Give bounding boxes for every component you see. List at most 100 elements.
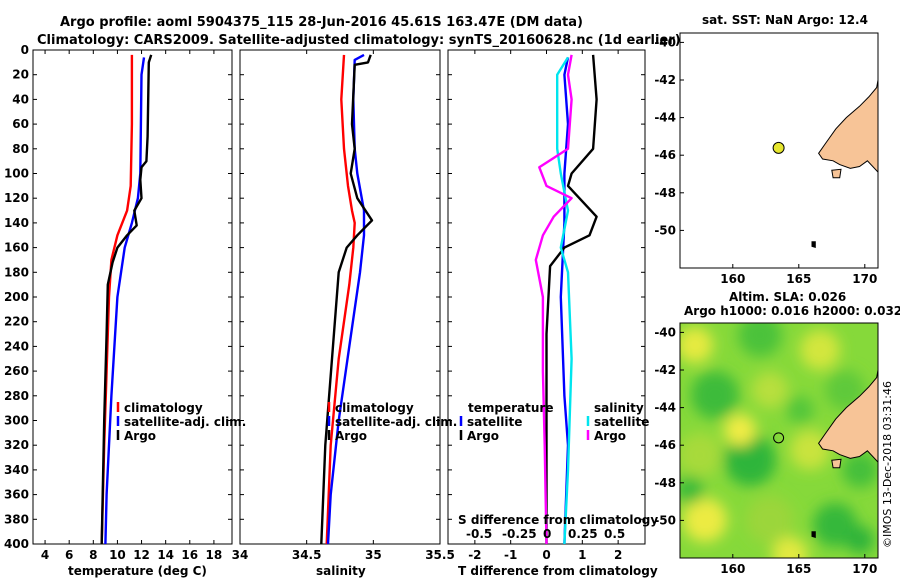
lon-tick-label: 170 [852,272,877,286]
lon-tick-label: 170 [852,562,877,576]
x-tick-label: 35.5 [425,548,455,562]
title-line-2: Climatology: CARS2009. Satellite-adjuste… [37,33,681,48]
y-tick-label: 180 [4,265,29,279]
s-tick-label: -0.25 [502,527,537,541]
argo-position-marker [773,432,785,444]
difference-panel: -2 -1 0 1 2 [447,49,646,562]
title-line-1: Argo profile: aoml 5904375_115 28-Jun-20… [60,15,583,30]
y-tick-label: 60 [12,117,29,131]
legend-label-argo: Argo [124,429,156,443]
salinity-panel: 34 34.5 35 35.5 [232,49,455,562]
land-stewart-island [831,458,842,469]
lat-tick-label: -40 [654,35,676,49]
series-line-s-satellite [556,56,573,545]
x-tick-label: 18 [206,548,223,562]
temperature-panel: 0 20 40 60 80 100 120 140 160 180 200 220 240 260 280 3… [4,43,233,562]
lat-tick-label: -48 [654,476,676,490]
land-stewart-island [831,168,842,179]
lat-tick-label: -50 [654,513,676,527]
difference-axis-label: T difference from climatology [458,564,658,578]
x-tick-label: 34 [232,548,249,562]
lat-tick-label: -48 [654,186,676,200]
sla-map-title-line-2: Argo h1000: 0.016 h2000: 0.032 [684,304,900,318]
y-tick-label: 280 [4,389,29,403]
map-frame [679,322,879,559]
y-tick-label: 200 [4,290,29,304]
difference-legend: temperature satellite Argo salinity sate… [459,401,649,443]
legend-label-climatology: climatology [124,401,203,415]
sla-map-title-line-1: Altim. SLA: 0.026 [729,290,846,304]
series-line-s-argo [534,54,573,545]
sst-map: 160 165 170 -40 -42 -44 -46 -48 -50 [654,32,879,286]
x-tick-label: 2 [614,548,622,562]
x-tick-label: 8 [89,548,97,562]
y-tick-label: 40 [12,92,29,106]
x-tick-label: 6 [65,548,73,562]
legend-label-satellite: satellite-adj. clim. [124,415,246,429]
s-difference-axis: S difference from climatology -0.5 -0.25… [458,513,658,541]
salinity-legend: climatology satellite-adj. clim. Argo [327,401,457,443]
s-difference-axis-label: S difference from climatology [458,513,658,527]
sla-map: 160 165 170 -40 -42 -44 -46 -48 -50 [654,322,879,576]
map-frame [679,32,879,269]
lat-tick-label: -42 [654,363,676,377]
x-tick-label: 12 [133,548,150,562]
lat-tick-label: -44 [654,111,676,125]
s-tick-label: 0.25 [568,527,598,541]
series-line-argo [100,54,153,545]
plot-frame [239,49,441,545]
y-tick-label: 20 [12,68,29,82]
land-auckland-islands [811,531,816,538]
lon-tick-label: 165 [786,272,811,286]
lat-tick-label: -46 [654,148,676,162]
x-tick-label: 34.5 [292,548,322,562]
lon-tick-label: 160 [720,562,745,576]
series-line-argo [320,54,374,545]
x-tick-label: -2 [468,548,481,562]
x-tick-label: 35 [365,548,382,562]
legend-label-t-argo: Argo [467,429,499,443]
y-tick-label: 0 [21,43,29,57]
series-line-t-argo [545,54,598,544]
y-tick-label: 260 [4,364,29,378]
lat-tick-label: -50 [654,223,676,237]
y-tick-label: 240 [4,339,29,353]
y-tick-label: 320 [4,438,29,452]
temperature-axis-label: temperature (deg C) [68,564,207,578]
sst-map-title: sat. SST: NaN Argo: 12.4 [702,13,868,27]
argo-position-marker [772,141,785,154]
lat-tick-label: -40 [654,325,676,339]
legend-label-satellite: satellite-adj. clim. [335,415,457,429]
series-line-climatology [325,54,356,545]
lat-tick-label: -44 [654,401,676,415]
y-tick-label: 120 [4,191,29,205]
watermark: ©IMOS 13-Dec-2018 03:31:46 [881,381,894,548]
y-tick-label: 340 [4,463,29,477]
x-tick-label: 14 [157,548,174,562]
x-tick-label: 1 [578,548,586,562]
legend-label-s-satellite: satellite [594,415,649,429]
y-tick-label: 160 [4,241,29,255]
y-tick-label: 140 [4,216,29,230]
legend-heading-salinity: salinity [594,401,644,415]
x-tick-label: 16 [181,548,198,562]
lat-tick-label: -42 [654,73,676,87]
y-tick-label: 360 [4,488,29,502]
land-auckland-islands [811,241,816,248]
s-tick-label: -0.5 [466,527,492,541]
x-tick-label: 4 [41,548,49,562]
x-tick-label: -1 [504,548,517,562]
s-tick-label: 0.5 [604,527,625,541]
legend-label-t-satellite: satellite [467,415,522,429]
s-tick-label: 0 [543,527,551,541]
legend-label-argo: Argo [335,429,367,443]
y-tick-label: 220 [4,315,29,329]
legend-label-s-argo: Argo [594,429,626,443]
lon-tick-label: 160 [720,272,745,286]
lon-tick-label: 165 [786,562,811,576]
x-tick-label: 0 [542,548,550,562]
legend-heading-temperature: temperature [468,401,553,415]
y-tick-label: 380 [4,512,29,526]
temperature-legend: climatology satellite-adj. clim. Argo [116,401,246,443]
